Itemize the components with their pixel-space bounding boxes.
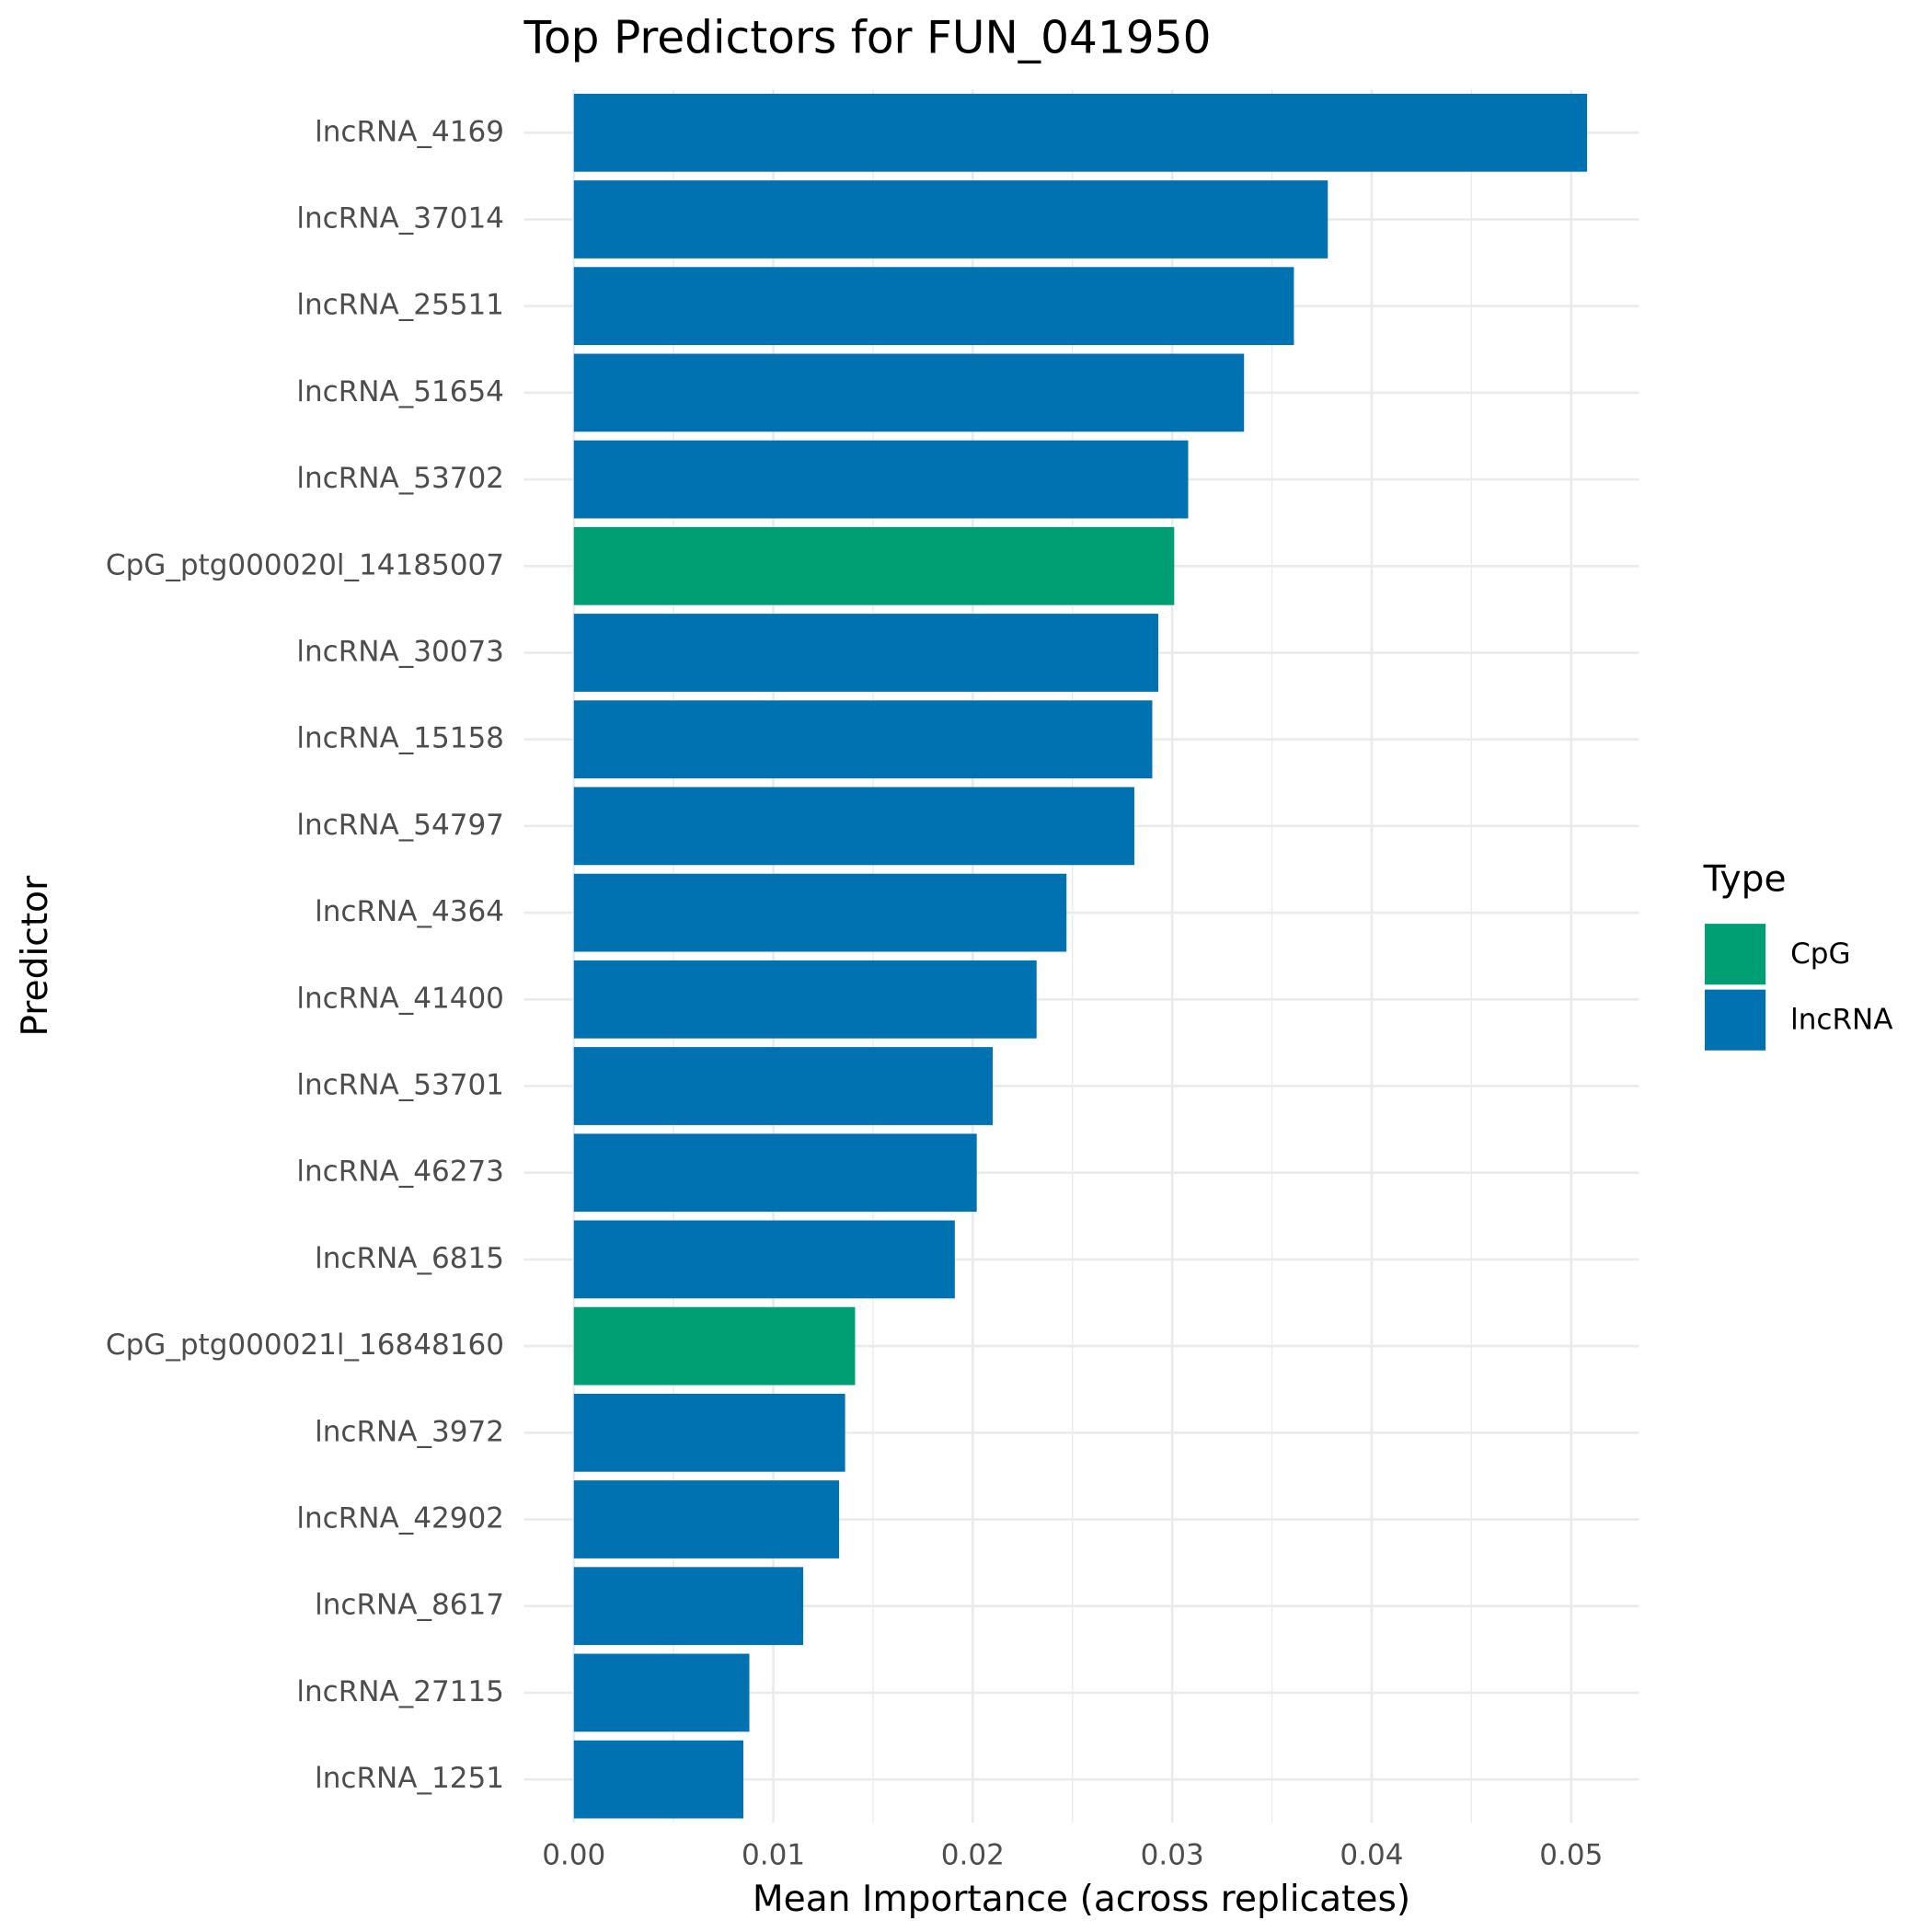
legend-label: lncRNA [1790,1003,1892,1036]
y-tick-label: lncRNA_27115 [296,1675,504,1708]
y-tick-label: lncRNA_3972 [315,1415,504,1448]
bar [573,93,1588,172]
bar [573,1740,744,1819]
y-tick-label: lncRNA_4364 [315,895,504,928]
y-tick-label: lncRNA_51654 [296,375,504,408]
y-tick-label: lncRNA_8617 [315,1589,504,1622]
bar [573,1047,994,1125]
y-tick-label: lncRNA_37014 [296,201,504,235]
bar [573,526,1175,605]
bar [573,267,1294,346]
y-tick-label: CpG_ptg000020l_14185007 [106,548,504,581]
bar [573,873,1067,952]
bar [573,787,1134,866]
chart-title: Top Predictors for FUN_041950 [523,13,1212,64]
x-tick-label: 0.00 [542,1839,605,1872]
x-tick-label: 0.01 [742,1839,805,1872]
x-tick-label: 0.04 [1340,1839,1403,1872]
y-tick-label: lncRNA_54797 [296,809,504,842]
x-tick-label: 0.02 [941,1839,1005,1872]
y-tick-label: lncRNA_6815 [315,1242,504,1275]
bar [573,700,1153,779]
y-tick-label: lncRNA_25511 [296,289,504,322]
y-tick-label: lncRNA_53702 [296,462,504,495]
y-tick-label: lncRNA_15158 [296,722,504,755]
x-tick-label: 0.05 [1539,1839,1603,1872]
legend-key [1705,924,1766,985]
legend-label: CpG [1790,937,1850,971]
bar [573,353,1245,432]
y-tick-label: lncRNA_53701 [296,1069,504,1102]
x-tick-label: 0.03 [1141,1839,1204,1872]
legend-title: Type [1703,859,1787,901]
bar [573,1220,955,1299]
bar [573,1306,856,1386]
y-tick-label: lncRNA_41400 [296,982,504,1015]
y-tick-label: CpG_ptg000021l_16848160 [106,1328,504,1362]
bar [573,614,1158,692]
bar [573,1653,750,1732]
y-tick-label: lncRNA_30073 [296,635,504,668]
bar [573,1133,977,1213]
y-tick-label: lncRNA_4169 [315,115,504,148]
x-axis-title: Mean Importance (across replicates) [753,1879,1410,1920]
y-tick-label: lncRNA_46273 [296,1156,504,1189]
bar [573,1567,804,1646]
bar [573,440,1189,519]
legend-key [1705,989,1766,1051]
y-axis-title: Predictor [15,875,56,1037]
y-tick-label: lncRNA_42902 [296,1502,504,1535]
bar [573,180,1328,259]
bar [573,1480,840,1558]
bar [573,1393,845,1472]
y-tick-label: lncRNA_1251 [315,1762,504,1795]
bar [573,960,1037,1039]
